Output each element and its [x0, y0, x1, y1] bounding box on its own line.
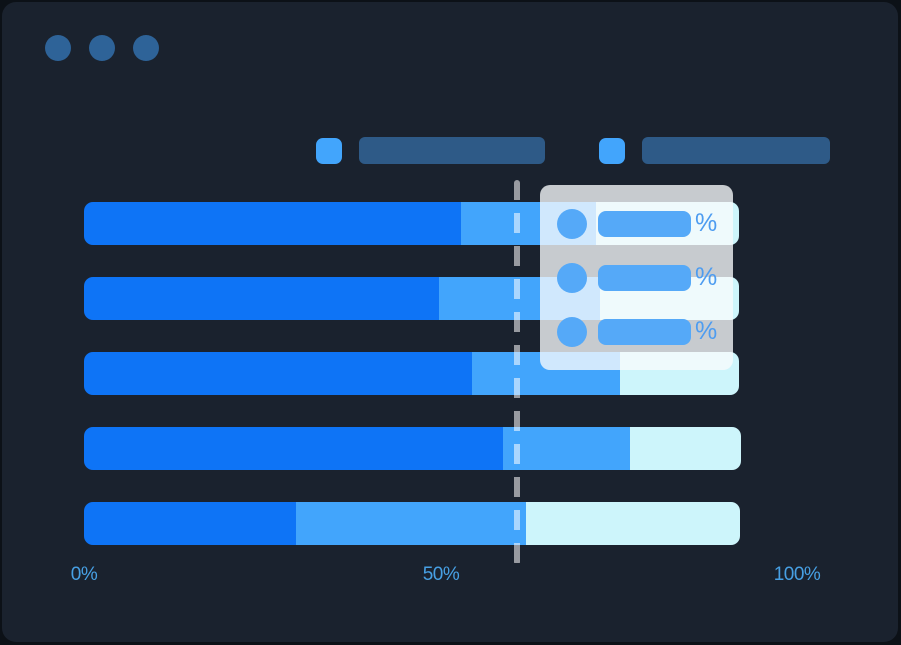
tooltip-bullet-icon	[557, 316, 587, 347]
bar-segment-series-3[interactable]	[526, 502, 740, 545]
tooltip-percent-symbol: %	[695, 263, 718, 291]
chart-legend	[2, 137, 898, 164]
tooltip: % % %	[540, 185, 733, 370]
bar-segment-series-3[interactable]	[630, 427, 742, 470]
window-control-dot-icon[interactable]	[133, 35, 159, 61]
window-control-dot-icon[interactable]	[45, 35, 71, 61]
tooltip-value-placeholder	[598, 264, 691, 291]
legend-swatch-icon	[316, 137, 342, 164]
tooltip-value-placeholder	[598, 210, 691, 237]
tooltip-percent-symbol: %	[695, 209, 718, 237]
bar-segment-series-2[interactable]	[295, 502, 527, 545]
bar-row-5[interactable]	[84, 502, 740, 545]
tooltip-row: %	[540, 199, 733, 248]
legend-label-placeholder	[359, 137, 545, 164]
bar-segment-series-2[interactable]	[503, 427, 631, 470]
bar-segment-series-1[interactable]	[84, 202, 462, 245]
reference-line	[514, 180, 520, 565]
bar-row-3[interactable]	[84, 352, 740, 395]
legend-swatch-icon	[599, 137, 625, 164]
tooltip-row: %	[540, 307, 733, 356]
legend-label-placeholder	[642, 137, 830, 164]
window-controls	[45, 35, 159, 61]
x-axis-tick-100%: 100%	[773, 564, 821, 585]
x-axis-tick-0%: 0%	[70, 564, 98, 585]
tooltip-row: %	[540, 253, 733, 302]
x-axis: 0% 50% 100%	[2, 564, 898, 588]
legend-item-2[interactable]	[599, 137, 830, 164]
tooltip-bullet-icon	[557, 262, 587, 293]
x-axis-tick-50%: 50%	[422, 564, 460, 585]
bar-row-4[interactable]	[84, 427, 742, 470]
bar-segment-series-1[interactable]	[84, 352, 472, 395]
window-control-dot-icon[interactable]	[89, 35, 115, 61]
bar-segment-series-1[interactable]	[84, 502, 296, 545]
tooltip-value-placeholder	[598, 318, 691, 345]
tooltip-bullet-icon	[557, 208, 587, 239]
tooltip-percent-symbol: %	[695, 317, 718, 345]
bar-segment-series-1[interactable]	[84, 277, 440, 320]
bar-segment-series-1[interactable]	[84, 427, 504, 470]
legend-item-1[interactable]	[316, 137, 545, 164]
